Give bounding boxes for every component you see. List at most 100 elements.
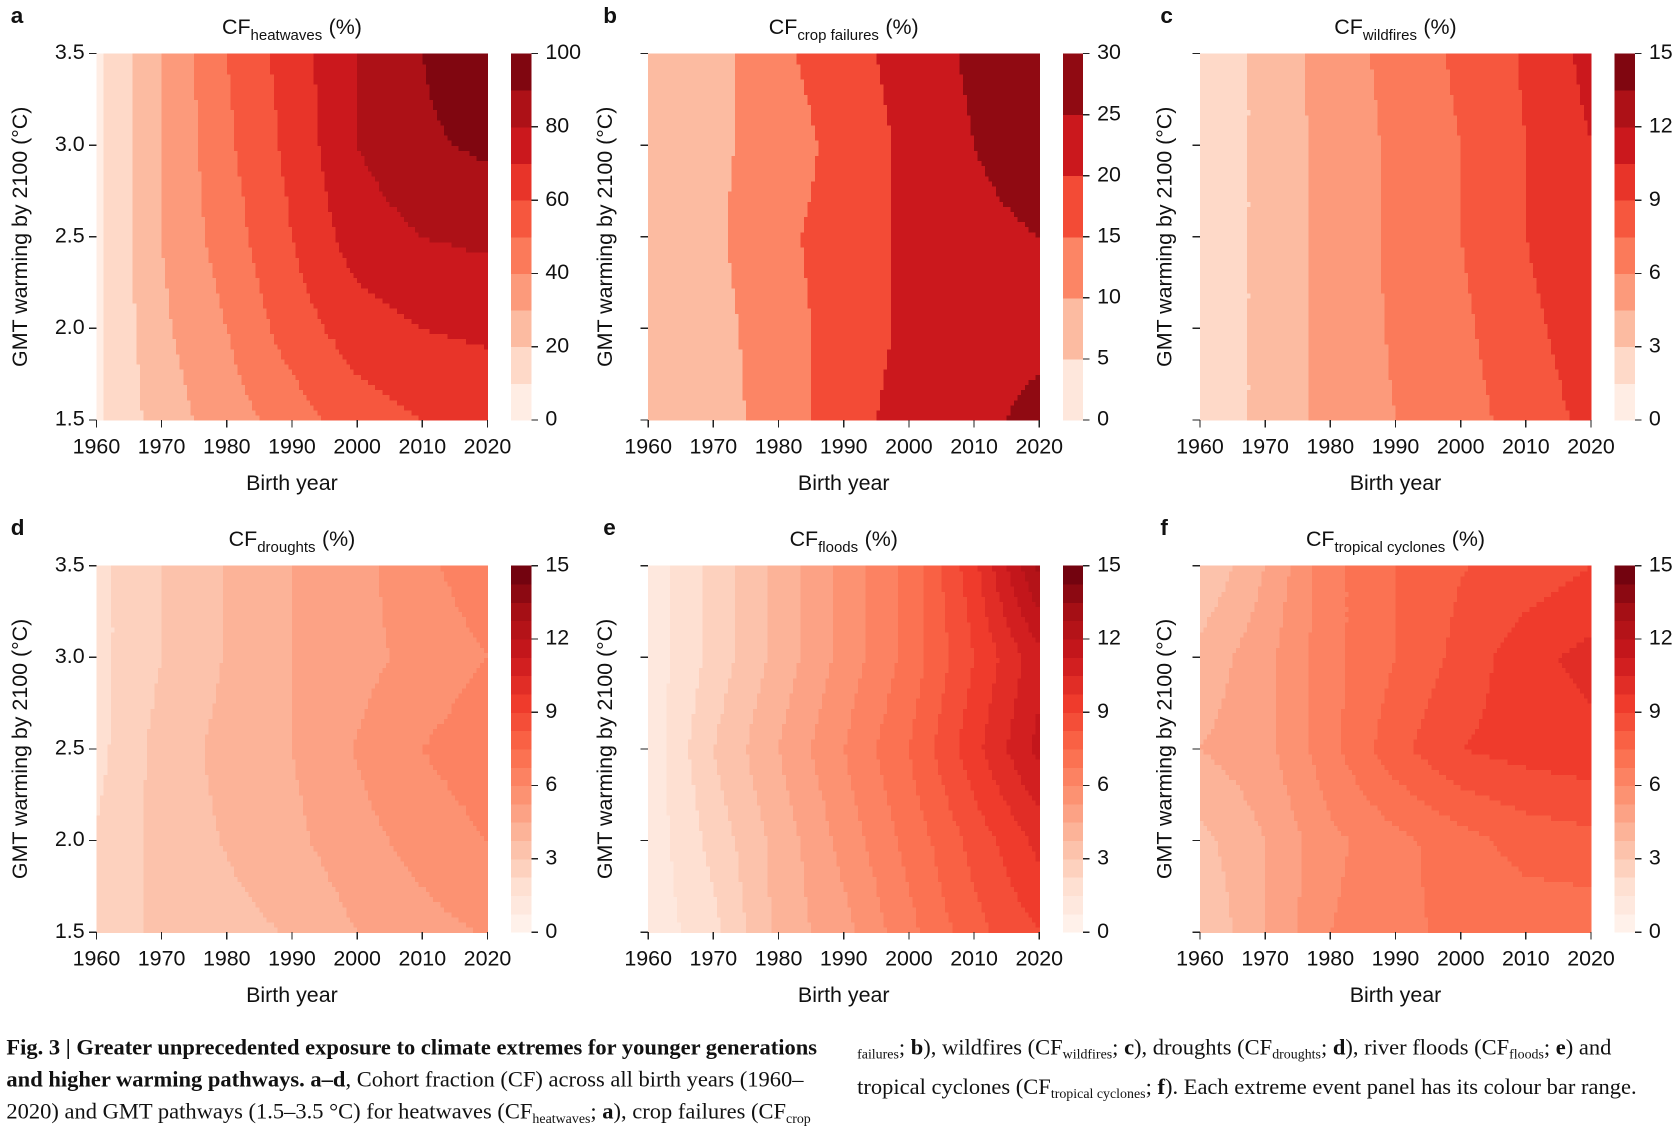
contour-cell — [742, 369, 779, 375]
contour-cell — [162, 810, 213, 816]
contour-cell — [1526, 130, 1588, 136]
contour-cell — [111, 566, 162, 572]
contour-cell — [1309, 176, 1331, 182]
contour-cell — [779, 303, 809, 309]
contour-cell — [1385, 339, 1397, 345]
contour-cell — [916, 779, 942, 785]
contour-cell — [648, 94, 714, 100]
contour-cell — [234, 140, 278, 146]
contour-cell — [713, 267, 732, 273]
contour-cell — [648, 688, 667, 694]
contour-cell — [234, 145, 278, 151]
contour-cell — [1395, 242, 1461, 248]
contour-cell — [746, 405, 779, 411]
contour-cell — [887, 359, 909, 365]
contour-cell — [713, 339, 739, 345]
contour-cell — [411, 318, 423, 324]
contour-cell — [789, 693, 822, 699]
contour-cell — [750, 734, 780, 740]
contour-cell — [96, 160, 104, 166]
contour-cell — [96, 667, 111, 673]
contour-cell — [364, 160, 423, 166]
contour-cell — [96, 617, 111, 623]
contour-cell — [1265, 64, 1305, 70]
contour-cell — [96, 830, 144, 836]
contour-cell — [884, 94, 910, 100]
x-axis-label: Birth year — [246, 471, 338, 495]
y-axis-label: GMT warming by 2100 (°C) — [593, 619, 617, 879]
contour-cell — [815, 166, 845, 172]
contour-cell — [822, 795, 844, 801]
contour-cell — [1385, 313, 1397, 319]
contour-cell — [963, 586, 975, 592]
contour-cell — [1251, 110, 1266, 116]
contour-cell — [1395, 415, 1461, 421]
contour-cell — [934, 744, 960, 750]
contour-cell — [96, 384, 104, 390]
contour-cell — [724, 800, 757, 806]
contour-cell — [1330, 120, 1378, 126]
contour-cell — [898, 657, 910, 663]
contour-cell — [844, 160, 892, 166]
contour-cell — [314, 54, 358, 60]
contour-cell — [768, 835, 780, 841]
contour-cell — [974, 729, 986, 735]
contour-cell — [779, 160, 816, 166]
contour-cell — [764, 830, 779, 836]
contour-cell — [198, 130, 228, 136]
contour-cell — [227, 820, 293, 826]
contour-cell — [357, 89, 423, 95]
contour-cell — [648, 349, 714, 355]
contour-cell — [368, 288, 423, 294]
contour-cell — [728, 247, 779, 253]
contour-cell — [728, 252, 779, 258]
contour-cell — [1526, 181, 1592, 187]
contour-cell — [779, 227, 805, 233]
contour-cell — [162, 861, 228, 867]
contour-cell — [891, 252, 910, 258]
contour-cell — [227, 171, 239, 177]
contour-cell — [1200, 395, 1248, 401]
contour-cell — [274, 339, 293, 345]
contour-cell — [1526, 206, 1592, 212]
contour-cell — [844, 917, 852, 923]
contour-cell — [666, 713, 692, 719]
contour-cell — [898, 642, 910, 648]
contour-cell — [941, 693, 967, 699]
colorbar-tick-label: 15 — [1097, 223, 1121, 247]
contour-cell — [382, 667, 422, 673]
contour-cell — [1247, 79, 1266, 85]
contour-cell — [713, 835, 735, 841]
contour-cell — [800, 74, 844, 80]
contour-cell — [1330, 89, 1374, 95]
x-axis-label: Birth year — [246, 983, 338, 1007]
contour-cell — [974, 257, 1040, 263]
contour-cell — [143, 896, 162, 902]
contour-cell — [328, 333, 358, 339]
contour-cell — [133, 54, 163, 60]
contour-cell — [1032, 749, 1040, 755]
contour-cell — [1526, 89, 1581, 95]
contour-cell — [96, 201, 104, 207]
contour-cell — [703, 846, 715, 852]
contour-cell — [648, 308, 714, 314]
contour-cell — [162, 886, 228, 892]
contour-cell — [1251, 384, 1266, 390]
contour-cell — [713, 708, 725, 714]
contour-cell — [357, 622, 383, 628]
contour-cell — [1537, 277, 1592, 283]
contour-cell — [981, 576, 996, 582]
contour-cell — [1014, 637, 1036, 643]
contour-cell — [1526, 186, 1592, 192]
contour-cell — [1461, 140, 1527, 146]
contour-cell — [1526, 886, 1592, 892]
contour-cell — [198, 115, 228, 121]
contour-cell — [335, 344, 357, 350]
contour-cell — [96, 769, 108, 775]
contour-cell — [422, 734, 430, 740]
contour-cell — [230, 79, 274, 85]
contour-cell — [1548, 328, 1592, 334]
contour-cell — [357, 785, 365, 791]
contour-cell — [713, 805, 728, 811]
contour-cell — [974, 718, 989, 724]
